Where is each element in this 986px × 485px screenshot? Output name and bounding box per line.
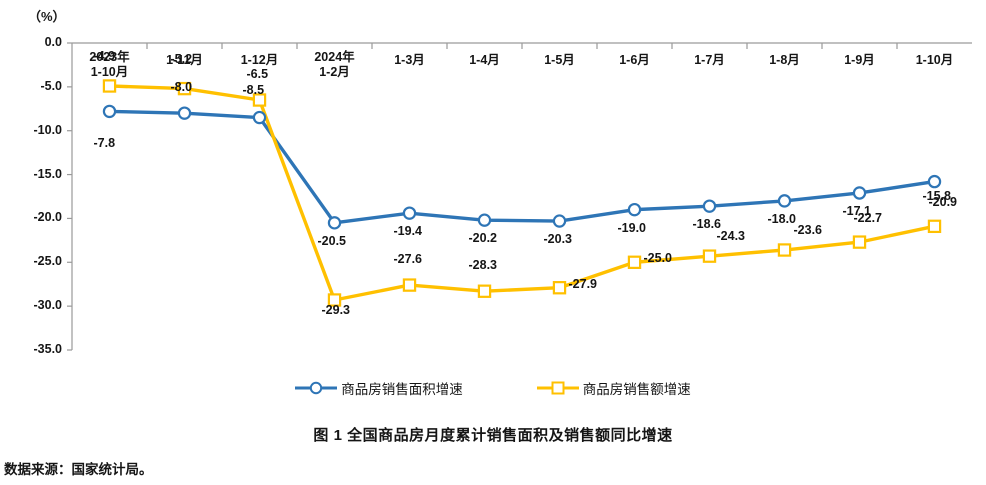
data-marker-circle <box>852 186 867 200</box>
data-marker-square <box>327 293 342 307</box>
data-value-label: -8.5 <box>242 82 265 97</box>
data-value-label: -4.9 <box>93 48 116 63</box>
data-marker-circle <box>552 214 567 228</box>
data-marker-circle <box>777 194 792 208</box>
data-marker-circle <box>327 216 342 230</box>
x-tick-label: 1-9月 <box>815 53 905 68</box>
data-value-label: -28.3 <box>468 258 498 273</box>
data-marker-square <box>552 281 567 295</box>
x-tick-label: 1-7月 <box>665 53 755 68</box>
x-tick-label-line: 1-7月 <box>694 53 725 67</box>
x-tick-label-line: 1-10月 <box>915 53 954 67</box>
y-tick-label: -15.0 <box>33 166 63 181</box>
data-value-label: -6.5 <box>246 67 269 81</box>
x-tick-label-line: 2023年 <box>89 50 130 64</box>
y-tick-label: -20.0 <box>33 210 63 225</box>
x-tick-label-line: 1-8月 <box>769 53 800 67</box>
data-marker-square <box>627 255 642 269</box>
x-tick-label: 1-12月 <box>215 53 305 68</box>
data-value-label: -18.6 <box>692 217 722 232</box>
x-tick-label: 1-3月 <box>365 53 455 68</box>
x-tick-label-line: 1-3月 <box>394 53 425 67</box>
x-tick-label: 2023年 1-10月 <box>65 50 155 80</box>
x-tick-label-line: 1-11月 <box>166 53 203 67</box>
data-marker-square <box>477 284 492 298</box>
x-tick-label: 1-10月 <box>890 53 980 68</box>
data-marker-square <box>777 243 792 257</box>
legend-label-area-growth: 商品房销售面积增速 <box>341 382 463 397</box>
data-value-label: -20.9 <box>928 195 958 210</box>
legend-label-sales-growth: 商品房销售额增速 <box>582 382 691 397</box>
data-marker-circle <box>627 202 642 217</box>
data-value-label: -29.3 <box>321 303 351 317</box>
data-source-note: 数据来源：国家统计局。 <box>4 462 153 477</box>
data-value-label: -27.6 <box>393 252 423 267</box>
y-tick-label: -35.0 <box>33 342 63 356</box>
data-value-label: -18.0 <box>767 211 797 226</box>
data-value-label: -5.2 <box>170 51 193 66</box>
x-tick-label-line: 1-9月 <box>844 53 875 67</box>
data-marker-circle <box>252 110 267 125</box>
data-value-label: -15.8 <box>922 188 952 203</box>
data-value-label: -20.3 <box>543 232 573 247</box>
data-marker-square <box>177 81 192 96</box>
x-tick-label: 1-8月 <box>740 53 830 68</box>
x-tick-label: 2024年 1-2月 <box>290 50 380 80</box>
data-marker-square <box>927 219 942 234</box>
x-tick-label-line: 2024年 <box>314 50 355 64</box>
figure-caption: 图 1 全国商品房月度累计销售面积及销售额同比增速 <box>313 427 673 444</box>
data-marker-square <box>702 249 717 263</box>
x-tick-label-line: 1-6月 <box>619 53 650 67</box>
data-value-label: -17.1 <box>842 203 872 218</box>
x-tick-label-line: 1-10月 <box>90 65 129 79</box>
y-tick-label: -25.0 <box>33 254 63 269</box>
data-marker-square <box>852 235 867 249</box>
data-marker-circle <box>477 213 492 227</box>
data-marker-square <box>252 93 267 107</box>
data-marker-square <box>402 278 417 292</box>
legend-marker-circle-icon <box>295 381 338 395</box>
data-marker-circle <box>402 206 417 220</box>
data-value-label: -24.3 <box>716 229 746 244</box>
x-tick-label: 1-11月 <box>140 53 230 68</box>
x-tick-label: 1-4月 <box>440 53 530 68</box>
data-marker-circle <box>927 174 942 189</box>
data-value-label: -7.8 <box>93 136 116 151</box>
x-tick-label-line: 1-5月 <box>544 53 575 67</box>
data-marker-circle <box>177 106 192 120</box>
data-value-label: -22.7 <box>853 211 883 226</box>
data-marker-circle <box>702 199 717 213</box>
chart-plot-area <box>67 42 972 351</box>
legend-item-sales-growth[interactable]: 商品房销售额增速 <box>536 378 691 398</box>
y-tick-label: -10.0 <box>33 122 63 137</box>
y-axis-unit-label: （%） <box>28 9 66 24</box>
series-line-1 <box>107 84 937 302</box>
data-value-label: -8.0 <box>170 80 193 95</box>
x-tick-label: 1-5月 <box>515 53 605 68</box>
data-value-label: -19.0 <box>617 220 647 235</box>
data-value-label: -27.9 <box>568 276 598 291</box>
x-tick-label-line: 1-2月 <box>319 65 350 79</box>
x-tick-label-line: 1-12月 <box>240 53 279 67</box>
data-marker-square <box>102 79 117 93</box>
chart-legend: 商品房销售面积增速 商品房销售额增速 <box>0 378 986 398</box>
data-value-label: -20.5 <box>317 233 347 248</box>
series-line-0 <box>107 109 937 225</box>
y-tick-label: 0.0 <box>44 35 62 49</box>
x-tick-label-line: 1-4月 <box>469 53 500 67</box>
x-tick-label: 1-6月 <box>590 53 680 68</box>
legend-item-area-growth[interactable]: 商品房销售面积增速 <box>295 378 463 398</box>
legend-marker-square-icon <box>536 381 579 395</box>
y-tick-label: -30.0 <box>33 298 63 313</box>
data-value-label: -23.6 <box>793 223 823 237</box>
data-value-label: -19.4 <box>393 224 423 239</box>
data-value-label: -25.0 <box>643 251 673 266</box>
y-tick-label: -5.0 <box>40 78 62 93</box>
data-value-label: -20.2 <box>468 231 498 246</box>
data-marker-circle <box>102 104 117 119</box>
